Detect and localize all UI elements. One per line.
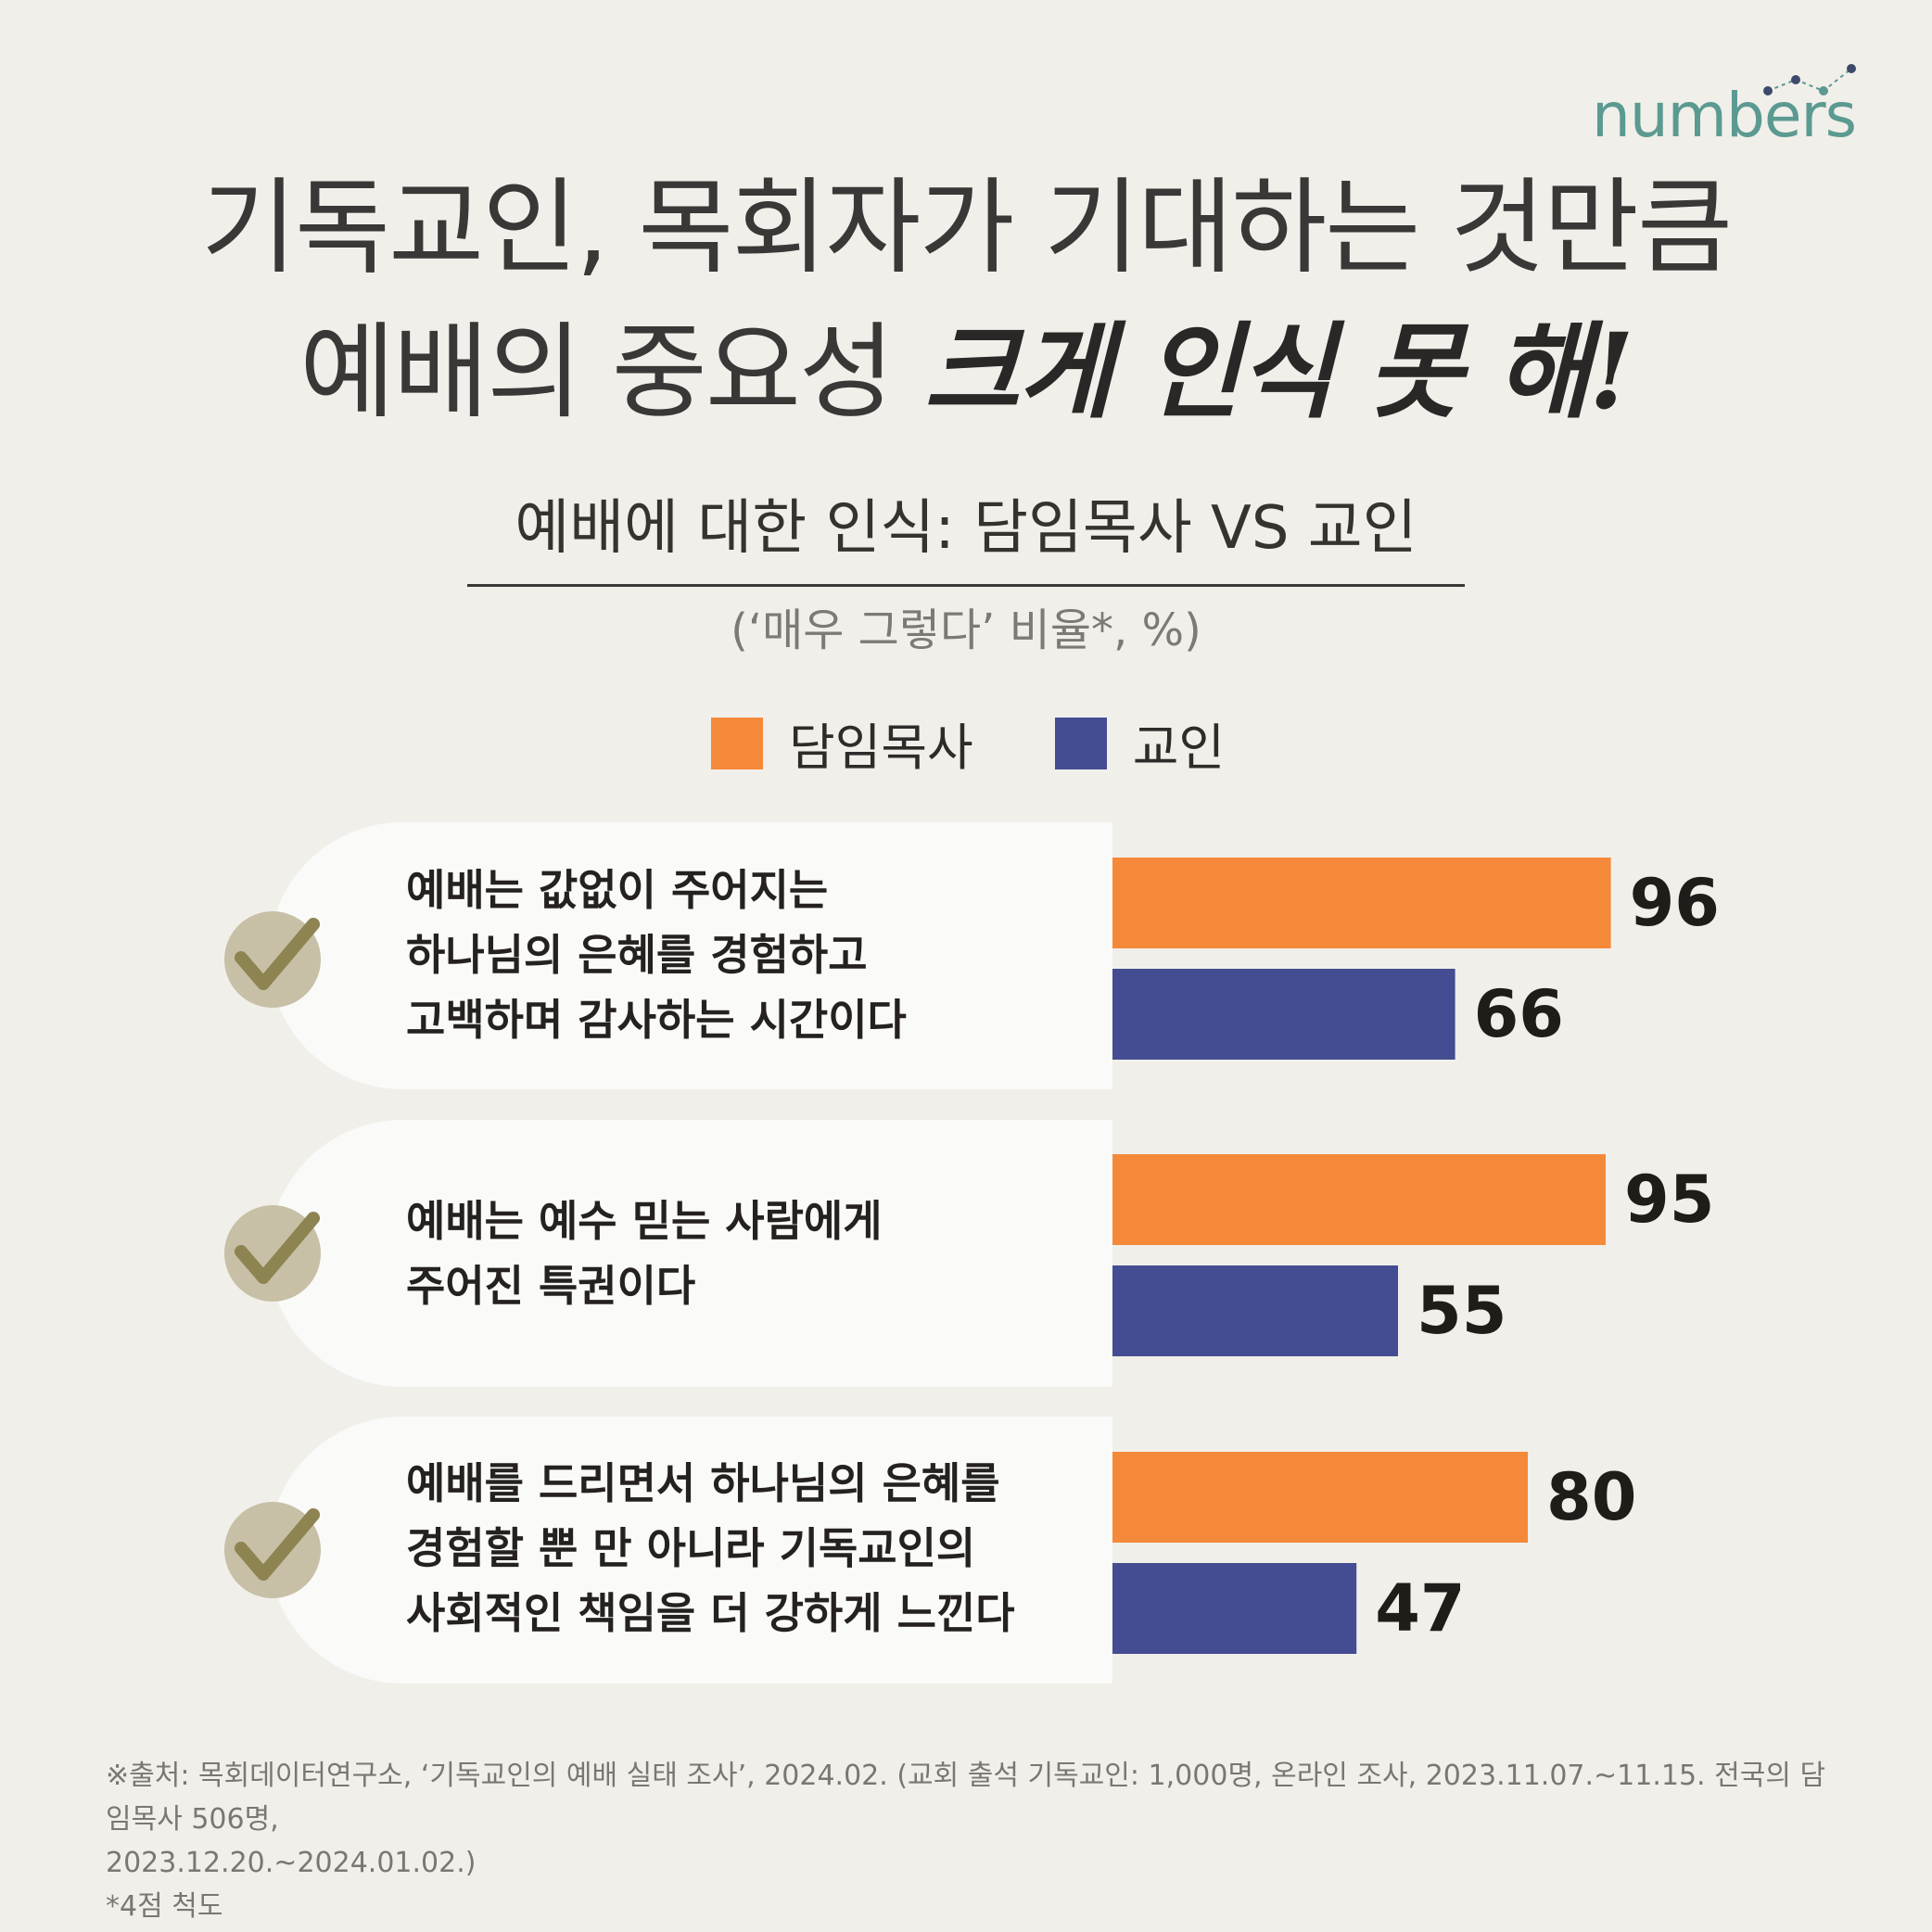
data-label-pastor-3: 80 (1546, 1459, 1636, 1535)
bar-member-2 (1112, 1265, 1398, 1356)
data-label-pastor-2: 95 (1624, 1162, 1714, 1238)
check-icon (224, 911, 321, 1008)
statement-card-2 (269, 1120, 1112, 1387)
bar-pastor-2 (1112, 1154, 1606, 1245)
footnote-period: 2023.12.20.~2024.01.02.) (106, 1847, 477, 1879)
brand-name: numbers (1592, 80, 1857, 151)
title-line1: 기독교인, 목회자가 기대하는 것만큼 (200, 168, 1733, 288)
data-label-member-3: 47 (1375, 1570, 1465, 1646)
bar-member-3 (1112, 1563, 1357, 1654)
legend-label-member: 교인 (1132, 718, 1226, 777)
category-label-1: 예배는 값없이 주어지는 하나님의 은혜를 경험하고 고백하며 감사하는 시간이… (406, 865, 907, 1045)
footnote-source: ※출처: 목회데이터연구소, ‘기독교인의 예배 실태 조사’, 2024.02… (106, 1760, 1826, 1836)
chart-subtitle: 예배에 대한 인식: 담임목사 VS 교인 (467, 480, 1465, 587)
legend-item-pastor: 담임목사 (711, 706, 973, 780)
chart-unit: (‘매우 그렇다’ 비율*, %) (731, 604, 1201, 656)
title-line2: 예배의 중요성 크게 인식 못 해! (0, 300, 1932, 445)
data-label-pastor-1: 96 (1630, 865, 1720, 941)
legend: 담임목사 교인 (711, 706, 1306, 780)
bar-pastor-1 (1112, 858, 1611, 948)
footnote-scale: *4점 척도 (106, 1890, 223, 1923)
statement-card-1 (269, 822, 1112, 1089)
legend-swatch-member (1054, 717, 1107, 769)
numbers-logo: numbers (1592, 63, 1861, 146)
footnote: ※출처: 목회데이터연구소, ‘기독교인의 예배 실태 조사’, 2024.02… (106, 1754, 1849, 1928)
legend-item-member: 교인 (1054, 706, 1226, 780)
check-icon (224, 1502, 321, 1598)
legend-label-pastor: 담임목사 (789, 718, 973, 777)
check-icon (224, 1205, 321, 1302)
category-label-2: 예배는 예수 믿는 사람에게 주어진 특권이다 (406, 1196, 883, 1311)
category-label-3: 예배를 드리면서 하나님의 은혜를 경험할 뿐 만 아니라 기독교인의 사회적인… (406, 1458, 1015, 1638)
title-line2-plain: 예배의 중요성 (299, 312, 924, 433)
data-label-member-2: 55 (1417, 1273, 1506, 1349)
statement-card-3 (269, 1417, 1112, 1684)
data-label-member-1: 66 (1474, 976, 1564, 1052)
dots-icon (1763, 64, 1856, 95)
bar-member-1 (1112, 969, 1455, 1060)
legend-swatch-pastor (711, 717, 763, 769)
bar-pastor-3 (1112, 1452, 1528, 1543)
title-line2-accent: 크게 인식 못 해! (923, 311, 1634, 433)
page-title: 기독교인, 목회자가 기대하는 것만큼 예배의 중요성 크게 인식 못 해! (0, 156, 1932, 445)
